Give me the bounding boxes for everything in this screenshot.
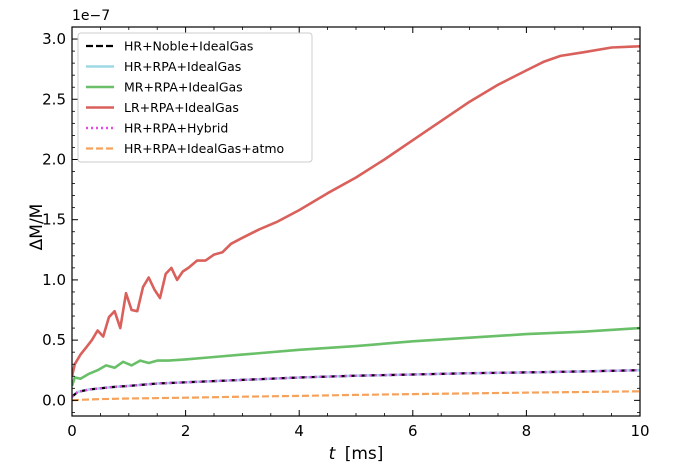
series-line-0 [72,369,640,398]
y-multiplier-label: 1e−7 [72,8,110,24]
x-axis-label-unit: [ms] [345,444,384,464]
y-tick-label: 1.5 [42,211,66,229]
legend-label: LR+RPA+IdealGas [124,100,239,115]
y-tick-label: 0.0 [42,391,66,409]
x-tick-label: 0 [67,422,77,440]
legend-label: HR+RPA+Hybrid [124,121,228,136]
y-tick-label: 0.5 [42,331,66,349]
x-tick-label: 6 [408,422,418,440]
x-axis-label: t [ms] [329,444,384,464]
y-tick-label: 2.0 [42,150,66,168]
y-axis-label: ΔM/M [27,204,47,251]
series-line-2 [72,326,640,387]
legend-label: HR+RPA+IdealGas+atmo [124,141,284,156]
x-tick-label: 8 [522,422,532,440]
legend-label: MR+RPA+IdealGas [124,80,243,95]
x-axis-label-variable: t [329,444,337,464]
y-tick-label: 3.0 [42,30,66,48]
legend-label: HR+Noble+IdealGas [124,39,253,54]
axes-layer: 0 2 4 6 8 10 0.0 0.5 1.0 1.5 2.0 2.5 3.0 [42,26,650,440]
x-tick-label: 10 [630,422,649,440]
y-tick-label: 1.0 [42,271,66,289]
legend-label: HR+RPA+IdealGas [124,59,241,74]
series-layer [72,45,640,402]
x-tick-label: 4 [294,422,304,440]
legend-box [77,32,313,163]
legend: HR+Noble+IdealGas HR+RPA+IdealGas MR+RPA+I… [77,32,313,163]
y-tick-label: 2.5 [42,90,66,108]
series-line-3 [72,45,640,377]
x-tick-label: 2 [181,422,191,440]
series-line-5 [72,390,640,402]
